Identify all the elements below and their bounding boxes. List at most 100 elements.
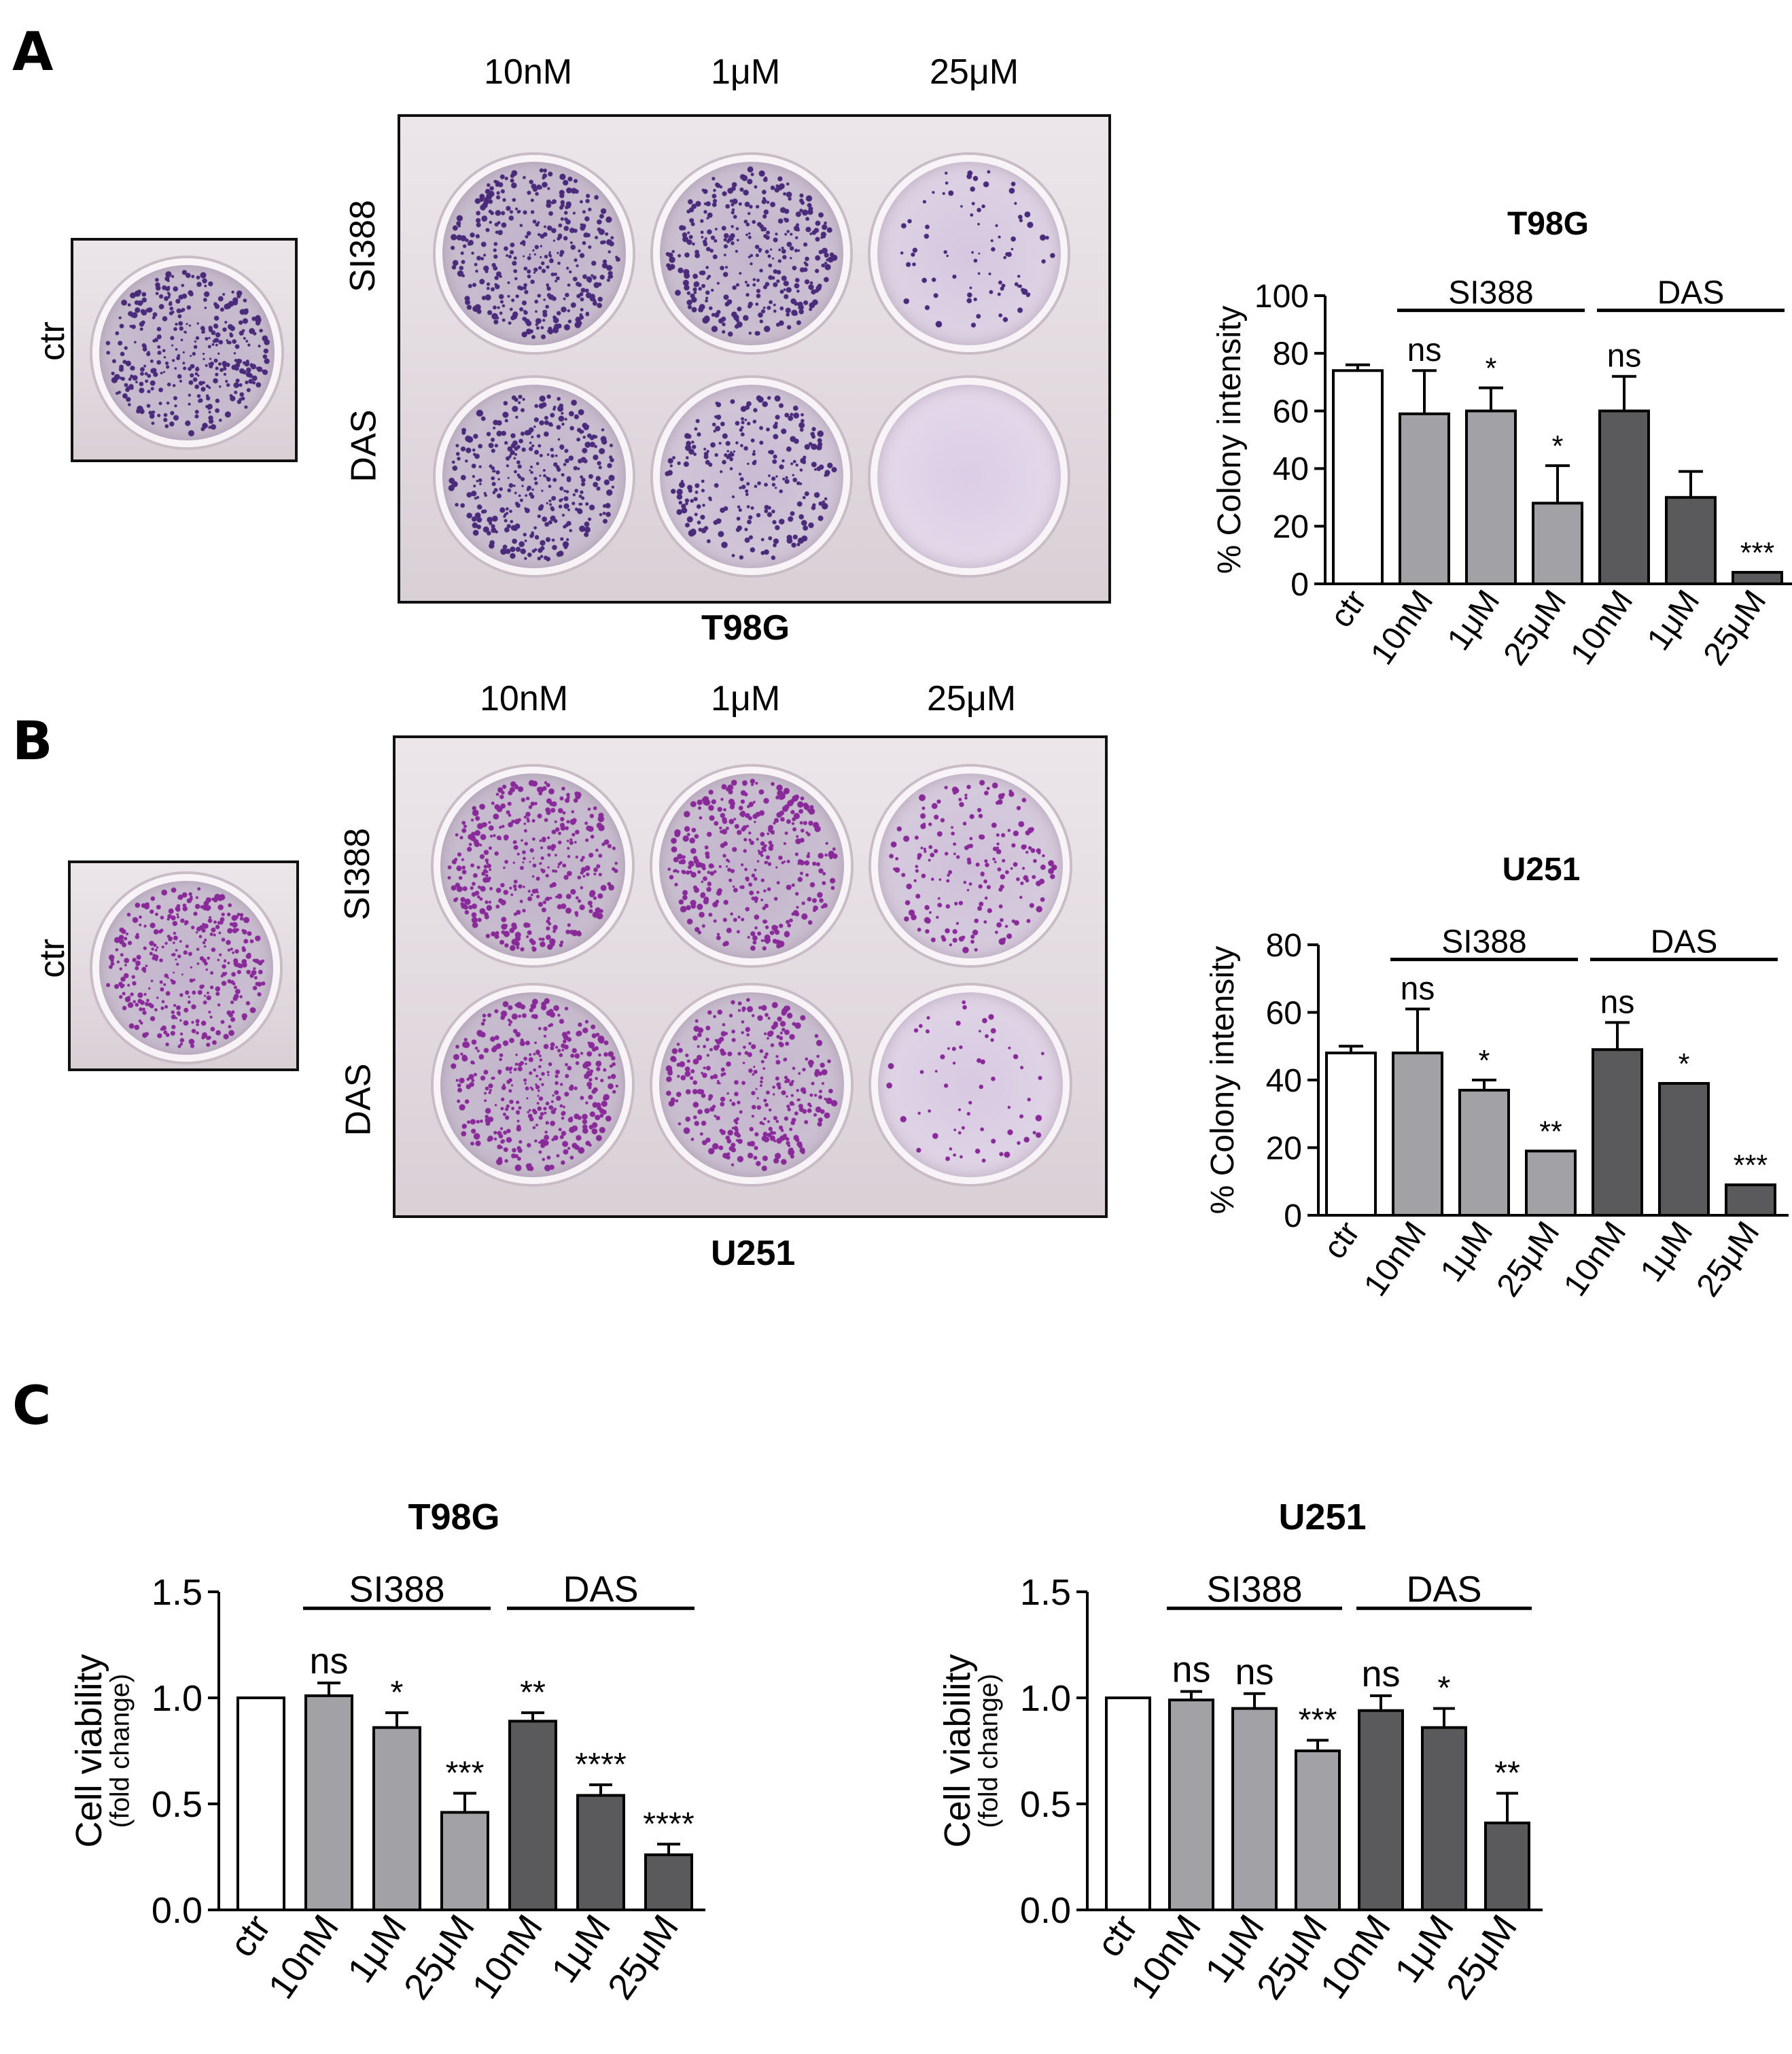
well-b-1-1	[434, 767, 632, 965]
bar	[1525, 1149, 1577, 1217]
group-label: SI388	[1206, 1569, 1302, 1609]
plate-b	[393, 735, 1108, 1218]
well-b-1-2	[652, 767, 851, 965]
bar	[1358, 1709, 1404, 1911]
bar	[1392, 1051, 1443, 1217]
y-tick-label: 1.0	[152, 1678, 203, 1719]
x-tick-label: 1μM	[1441, 584, 1507, 657]
bar	[1399, 412, 1450, 585]
chart-c1: T98G Cell viability(fold change) 0.0 0.5 1.0…	[69, 1497, 705, 2006]
y-tick-label: 0	[1290, 567, 1309, 603]
x-tick-label: ctr	[1323, 584, 1373, 634]
ctr-well-b	[92, 874, 280, 1062]
significance-label: *	[391, 1674, 404, 1711]
conc-label: 1μM	[711, 52, 781, 92]
x-tick-label: 10nM	[1557, 1215, 1633, 1303]
x-tick-label: 10nM	[464, 1907, 550, 2006]
significance-label: **	[520, 1674, 546, 1711]
significance-label: *	[1438, 1670, 1451, 1707]
well-a-2-3	[871, 378, 1068, 575]
y-tick-label: 0.5	[1020, 1784, 1071, 1825]
group-label: DAS	[1657, 275, 1725, 311]
panel-letter-b: B	[12, 711, 53, 772]
bar	[1231, 1707, 1278, 1911]
bar	[1332, 369, 1384, 586]
x-tick-label: 25μM	[1439, 1907, 1525, 2006]
chart-title: U251	[1503, 852, 1581, 888]
x-tick-label: ctr	[1316, 1215, 1367, 1266]
bar	[1725, 1183, 1776, 1217]
well-b-2-1	[434, 986, 632, 1184]
y-tick-label: 1.0	[1020, 1678, 1071, 1719]
bar	[1168, 1699, 1214, 1911]
conc-label: 25μM	[930, 52, 1019, 92]
row-label-si388: SI388	[342, 200, 383, 292]
plate-label-b: U251	[711, 1234, 796, 1273]
x-tick-label: 10nM	[1123, 1907, 1209, 2006]
y-axis-label: Cell viability	[937, 1654, 978, 1847]
y-tick-label: 40	[1266, 1063, 1302, 1099]
ctr-label: ctr	[32, 939, 72, 978]
significance-label: ****	[575, 1746, 627, 1783]
x-tick-label: 25μM	[1249, 1907, 1335, 2006]
significance-label: *	[1479, 1045, 1490, 1077]
ctr-label: ctr	[32, 321, 72, 361]
x-tick-label: 10nM	[260, 1907, 347, 2006]
chart-a: T98G % Colony intensity 0 20 40 60 80 100 ctr ns 1…	[1212, 206, 1792, 672]
plate-a	[398, 114, 1111, 604]
y-tick-label: 0.0	[1020, 1890, 1071, 1931]
significance-label: ns	[1361, 1654, 1400, 1694]
well-b-2-3	[871, 986, 1070, 1184]
significance-label: **	[1539, 1115, 1562, 1148]
bar	[1421, 1726, 1467, 1911]
x-tick-label: 25μM	[396, 1907, 482, 2006]
bar	[1658, 1081, 1710, 1217]
bar	[1598, 409, 1650, 585]
bar	[1295, 1750, 1341, 1911]
y-axis-sublabel: (fold change)	[974, 1674, 1004, 1828]
bar	[1665, 495, 1717, 585]
significance-label: ns	[1607, 338, 1642, 375]
y-axis-label: Cell viability	[69, 1654, 109, 1847]
y-tick-label: 100	[1254, 279, 1309, 315]
conc-label: 25μM	[927, 679, 1017, 718]
well-a-1-2	[653, 155, 850, 352]
x-tick-label: ctr	[1089, 1907, 1146, 1964]
bar	[1325, 1051, 1377, 1217]
significance-label: ****	[643, 1805, 695, 1842]
chart-c2: U251 Cell viability(fold change) 0.0 0.5 1.0…	[937, 1497, 1543, 2006]
chart-title: T98G	[408, 1497, 499, 1537]
significance-label: ns	[1235, 1652, 1273, 1692]
y-tick-label: 20	[1273, 509, 1309, 545]
y-tick-label: 1.5	[152, 1572, 203, 1613]
y-tick-label: 60	[1266, 995, 1302, 1031]
panel-letter-c: C	[12, 1376, 52, 1437]
x-tick-label: ctr	[222, 1907, 279, 1964]
bar	[576, 1794, 625, 1911]
bar	[1484, 1822, 1530, 1912]
x-tick-label: 10nM	[1564, 584, 1640, 672]
y-axis-label: % Colony intensity	[1205, 946, 1241, 1215]
bar	[644, 1853, 693, 1912]
bar	[440, 1811, 489, 1912]
bar	[508, 1720, 557, 1911]
y-axis-sublabel: (fold change)	[106, 1674, 135, 1828]
significance-label: ***	[446, 1754, 485, 1791]
significance-label: **	[1494, 1754, 1520, 1791]
x-tick-label: 1μM	[1634, 1215, 1700, 1289]
chart-title: U251	[1278, 1497, 1366, 1537]
y-tick-label: 20	[1266, 1130, 1302, 1166]
ctr-well-a	[92, 258, 281, 447]
bar	[1532, 502, 1583, 585]
bar	[1458, 1088, 1510, 1217]
y-tick-label: 0.0	[152, 1890, 203, 1931]
y-tick-label: 0	[1284, 1198, 1302, 1234]
y-tick-label: 60	[1273, 394, 1309, 430]
group-label: DAS	[1406, 1569, 1481, 1609]
bar	[1105, 1696, 1151, 1911]
x-tick-label: 25μM	[1697, 584, 1774, 672]
group-label: DAS	[563, 1569, 638, 1609]
conc-label: 1μM	[711, 679, 781, 718]
significance-label: *	[1679, 1048, 1690, 1081]
group-label: SI388	[1441, 924, 1526, 960]
